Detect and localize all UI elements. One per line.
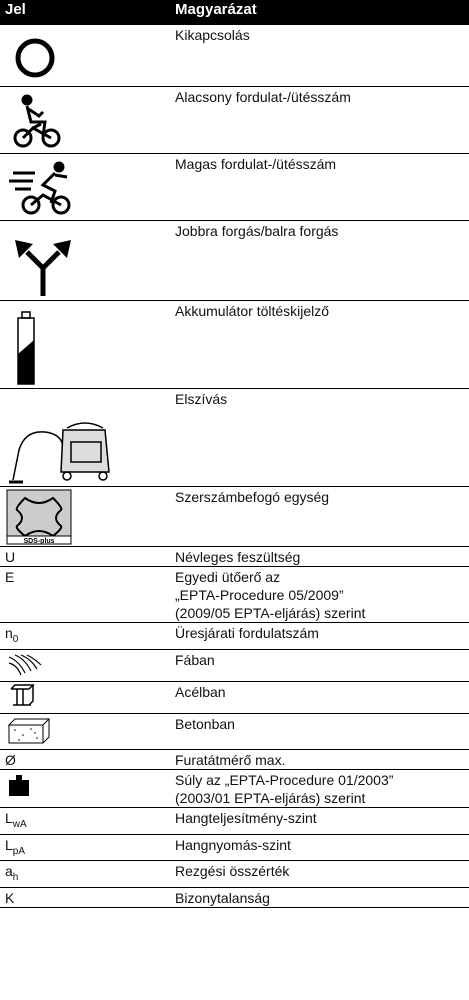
description: Névleges feszültség [170,546,469,567]
description: Furatátmérő max. [170,749,469,770]
low-speed-icon [13,94,61,148]
vacuum-icon [9,422,110,484]
concrete-icon [7,718,51,744]
description: Hangnyomás-szint [170,834,469,862]
description: Kikapcsolás [170,24,469,87]
header-cell: Magyarázat [170,0,469,25]
symbol: E [0,566,170,623]
row: Kikapcsolás [0,24,469,87]
row: LwA Hangteljesítmény-szint [0,807,469,835]
description: Hangteljesítmény-szint [170,807,469,835]
row: Acélban [0,681,469,714]
symbol-subscript: 0 [12,633,19,645]
row: Akkumulátor töltéskijelző [0,300,469,389]
row: Jobbra forgás/balra forgás [0,220,469,301]
description: Alacsony fordulat-/ütésszám [170,86,469,154]
row: K Bizonytalanság [0,887,469,909]
row: Ø Furatátmérő max. [0,749,469,770]
description: Jobbra forgás/balra forgás [170,220,469,301]
description: Fában [170,649,469,682]
row: Elszívás [0,388,469,487]
sds-plus-icon: SDS-plus [6,489,72,545]
symbol: n [5,625,13,641]
row: U Névleges feszültség [0,546,469,567]
icon-label: SDS-plus [23,538,54,545]
row: Betonban [0,713,469,750]
description: Magas fordulat-/ütésszám [170,153,469,221]
row: Súly az „EPTA-Procedure 01/2003” (2003/0… [0,769,469,808]
row: Magas fordulat-/ütésszám [0,153,469,221]
battery-icon [17,311,35,385]
description: Egyedi ütőerő az „EPTA-Procedure 05/2009… [170,566,469,623]
row: Fában [0,649,469,682]
symbol-subscript: h [12,872,19,884]
symbol: a [5,863,13,880]
row: n0 Üresjárati fordulatszám [0,622,469,650]
symbol: U [0,546,170,567]
header-cell: Jel [0,0,170,25]
symbol: L [5,836,13,853]
symbol-table: Jel Magyarázat Kikapcsolás Alacsony ford… [0,0,469,909]
weight-icon [9,774,29,796]
row: ah Rezgési összérték [0,860,469,889]
symbol: K [0,887,170,909]
description: Súly az „EPTA-Procedure 01/2003” (2003/0… [170,769,469,808]
symbol-subscript: wA [12,818,27,830]
high-speed-icon [9,161,71,215]
symbol-subscript: pA [12,845,26,857]
header-row: Jel Magyarázat [0,0,469,25]
description: Szerszámbefogó egység [170,486,469,547]
symbol: Ø [0,749,170,770]
description: Üresjárati fordulatszám [170,622,469,650]
rotation-icon [15,240,71,296]
description: Betonban [170,713,469,750]
description: Acélban [170,681,469,714]
row: E Egyedi ütőerő az „EPTA-Procedure 05/20… [0,566,469,623]
wood-icon [8,654,42,676]
row: Alacsony fordulat-/ütésszám [0,86,469,154]
steel-icon [10,684,35,706]
row: SDS-plus Szerszámbefogó egység [0,486,469,547]
description: Elszívás [170,388,469,487]
description: Bizonytalanság [170,887,469,909]
description: Rezgési összérték [170,860,469,889]
symbol: L [5,809,13,826]
description: Akkumulátor töltéskijelző [170,300,469,389]
off-icon [15,38,55,78]
row: LpA Hangnyomás-szint [0,834,469,862]
